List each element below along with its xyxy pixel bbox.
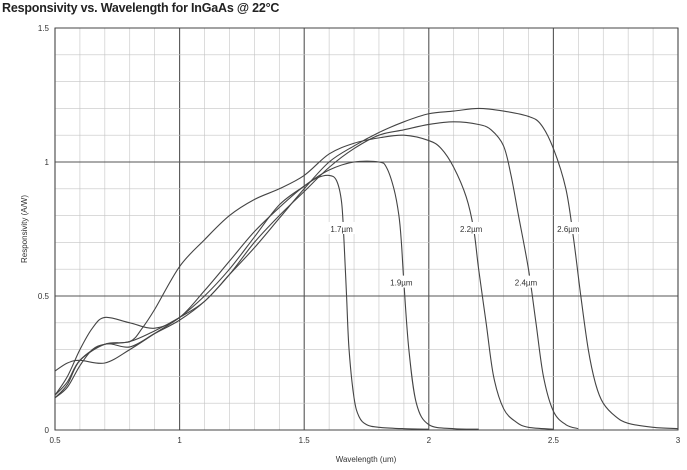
series-line-2 [54,134,554,430]
series-line-3 [54,121,579,430]
series-label-bg [328,222,355,234]
series-label: 1.9µm [390,279,413,288]
series-label-bg [555,222,582,234]
series-line-4 [54,107,679,430]
y-tick-label: 0.5 [38,292,50,301]
y-tick-label: 1 [45,158,50,167]
curves [54,107,679,430]
series-label: 2.2µm [460,225,483,234]
y-axis-title: Responsivity (A/W) [20,195,29,263]
x-tick-label: 1 [177,436,182,445]
x-tick-label: 2 [427,436,432,445]
series-label: 2.6µm [557,225,580,234]
x-tick-label: 2.5 [548,436,560,445]
x-axis-title: Wavelength (um) [336,455,397,464]
curve-labels: 1.7µm 1.9µm 2.2µm 2.4µm 2.6µm [328,222,582,288]
series-line-1 [54,160,479,430]
series-line-0 [54,174,429,430]
series-label-bg [458,222,485,234]
series-label: 2.4µm [515,279,538,288]
x-tick-label: 3 [676,436,681,445]
tick-labels: 0.5 1 1.5 2 2.5 300.511.5 [38,24,681,445]
y-tick-label: 1.5 [38,24,50,33]
x-tick-label: 1.5 [299,436,311,445]
grid [54,27,679,431]
series-label-bg [388,275,415,288]
chart-title: Responsivity vs. Wavelength for InGaAs @… [2,1,280,15]
y-tick-label: 0 [45,426,50,435]
series-label-bg [512,275,539,288]
plot-frame [54,27,679,431]
series-label: 1.7µm [330,225,353,234]
x-tick-label: 0.5 [49,436,61,445]
